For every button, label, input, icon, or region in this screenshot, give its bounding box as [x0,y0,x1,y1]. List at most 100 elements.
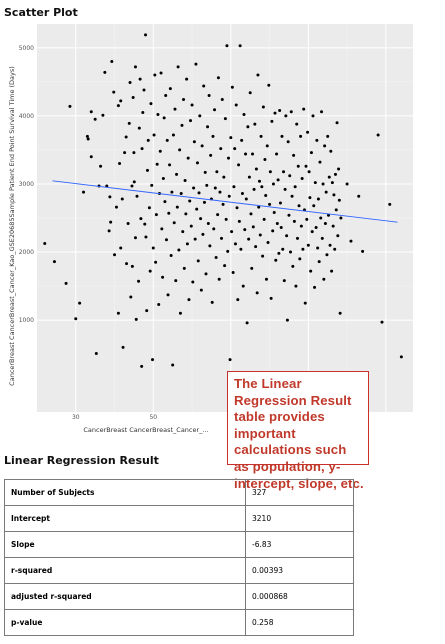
grid-minor [37,24,413,412]
data-point [152,133,156,137]
data-point [137,279,141,283]
data-point [114,205,118,209]
x-axis-ticks: 30 50 [72,414,157,421]
row-label: Slope [4,531,246,558]
data-point [282,170,286,174]
row-value: 3210 [245,505,354,532]
data-point [213,108,217,112]
data-point [249,212,253,216]
data-point [313,181,317,185]
callout-text: The Linear Regression Result table provi… [234,376,364,491]
data-point [123,151,127,155]
data-point [311,114,315,118]
data-point [159,71,163,75]
data-point [326,213,330,217]
data-point [189,224,193,228]
data-point [89,155,93,159]
data-point [306,130,310,134]
data-point [316,246,320,250]
data-point [297,204,301,208]
data-point [257,179,261,183]
data-point [181,230,185,234]
data-point [333,247,337,251]
linear-regression-table: Number of Subjects 327 Intercept 3210 Sl… [4,479,354,636]
data-point [108,195,112,199]
data-point [225,44,229,48]
data-point [328,243,332,247]
data-point [251,152,255,156]
data-point [322,277,326,281]
data-point [210,300,214,304]
data-point [332,193,336,197]
table-row: Number of Subjects 327 [4,479,354,506]
data-point [376,133,380,137]
data-point [246,125,250,129]
data-point [307,170,311,174]
data-point [330,269,334,273]
data-point [211,134,215,138]
data-point [330,181,334,185]
data-point [99,164,103,168]
data-point [184,212,188,216]
data-point [139,217,143,221]
data-point [107,229,111,233]
data-point [266,241,270,245]
data-point [113,253,117,257]
data-point [171,363,175,367]
data-point [218,190,222,194]
data-point [148,269,152,273]
data-point [326,134,330,138]
data-point [169,253,173,257]
data-point [137,126,141,130]
data-point [153,73,157,77]
data-point [164,238,168,242]
data-point [126,221,130,225]
data-point [143,222,147,226]
data-point [324,190,328,194]
data-point [304,164,308,168]
row-value: -6.83 [245,531,354,558]
data-point [309,269,313,273]
data-point [175,172,179,176]
table-row: adjusted r-squared 0.000868 [4,583,354,610]
data-point [323,221,327,225]
data-point [336,234,340,238]
data-point [345,182,349,186]
data-point [220,236,224,240]
table-row: r-squared 0.00393 [4,557,354,584]
data-point [130,184,134,188]
row-value: 0.000868 [245,583,354,610]
data-point [192,140,196,144]
data-point [151,358,155,362]
data-point [110,59,114,63]
data-point [191,280,195,284]
data-point [289,110,293,114]
data-point [247,237,251,241]
data-point [293,185,297,189]
data-point [206,125,210,129]
data-point [124,135,128,139]
data-point [319,216,323,220]
data-point [320,236,324,240]
callout-box: The Linear Regression Result table provi… [227,371,369,491]
data-point [226,156,230,160]
data-points [43,33,403,368]
data-point [204,272,208,276]
data-point [254,245,258,249]
data-point [257,205,261,209]
data-point [116,311,120,315]
data-point [250,266,254,270]
data-point [154,213,158,217]
data-point [267,83,271,87]
data-point [238,44,242,48]
data-point [64,281,68,285]
data-point [287,213,291,217]
data-point [203,170,207,174]
data-point [217,277,221,281]
data-point [199,217,203,221]
row-value: 327 [245,479,354,506]
data-point [308,196,312,200]
data-point [306,243,310,247]
data-point [333,172,337,176]
data-point [295,122,299,126]
